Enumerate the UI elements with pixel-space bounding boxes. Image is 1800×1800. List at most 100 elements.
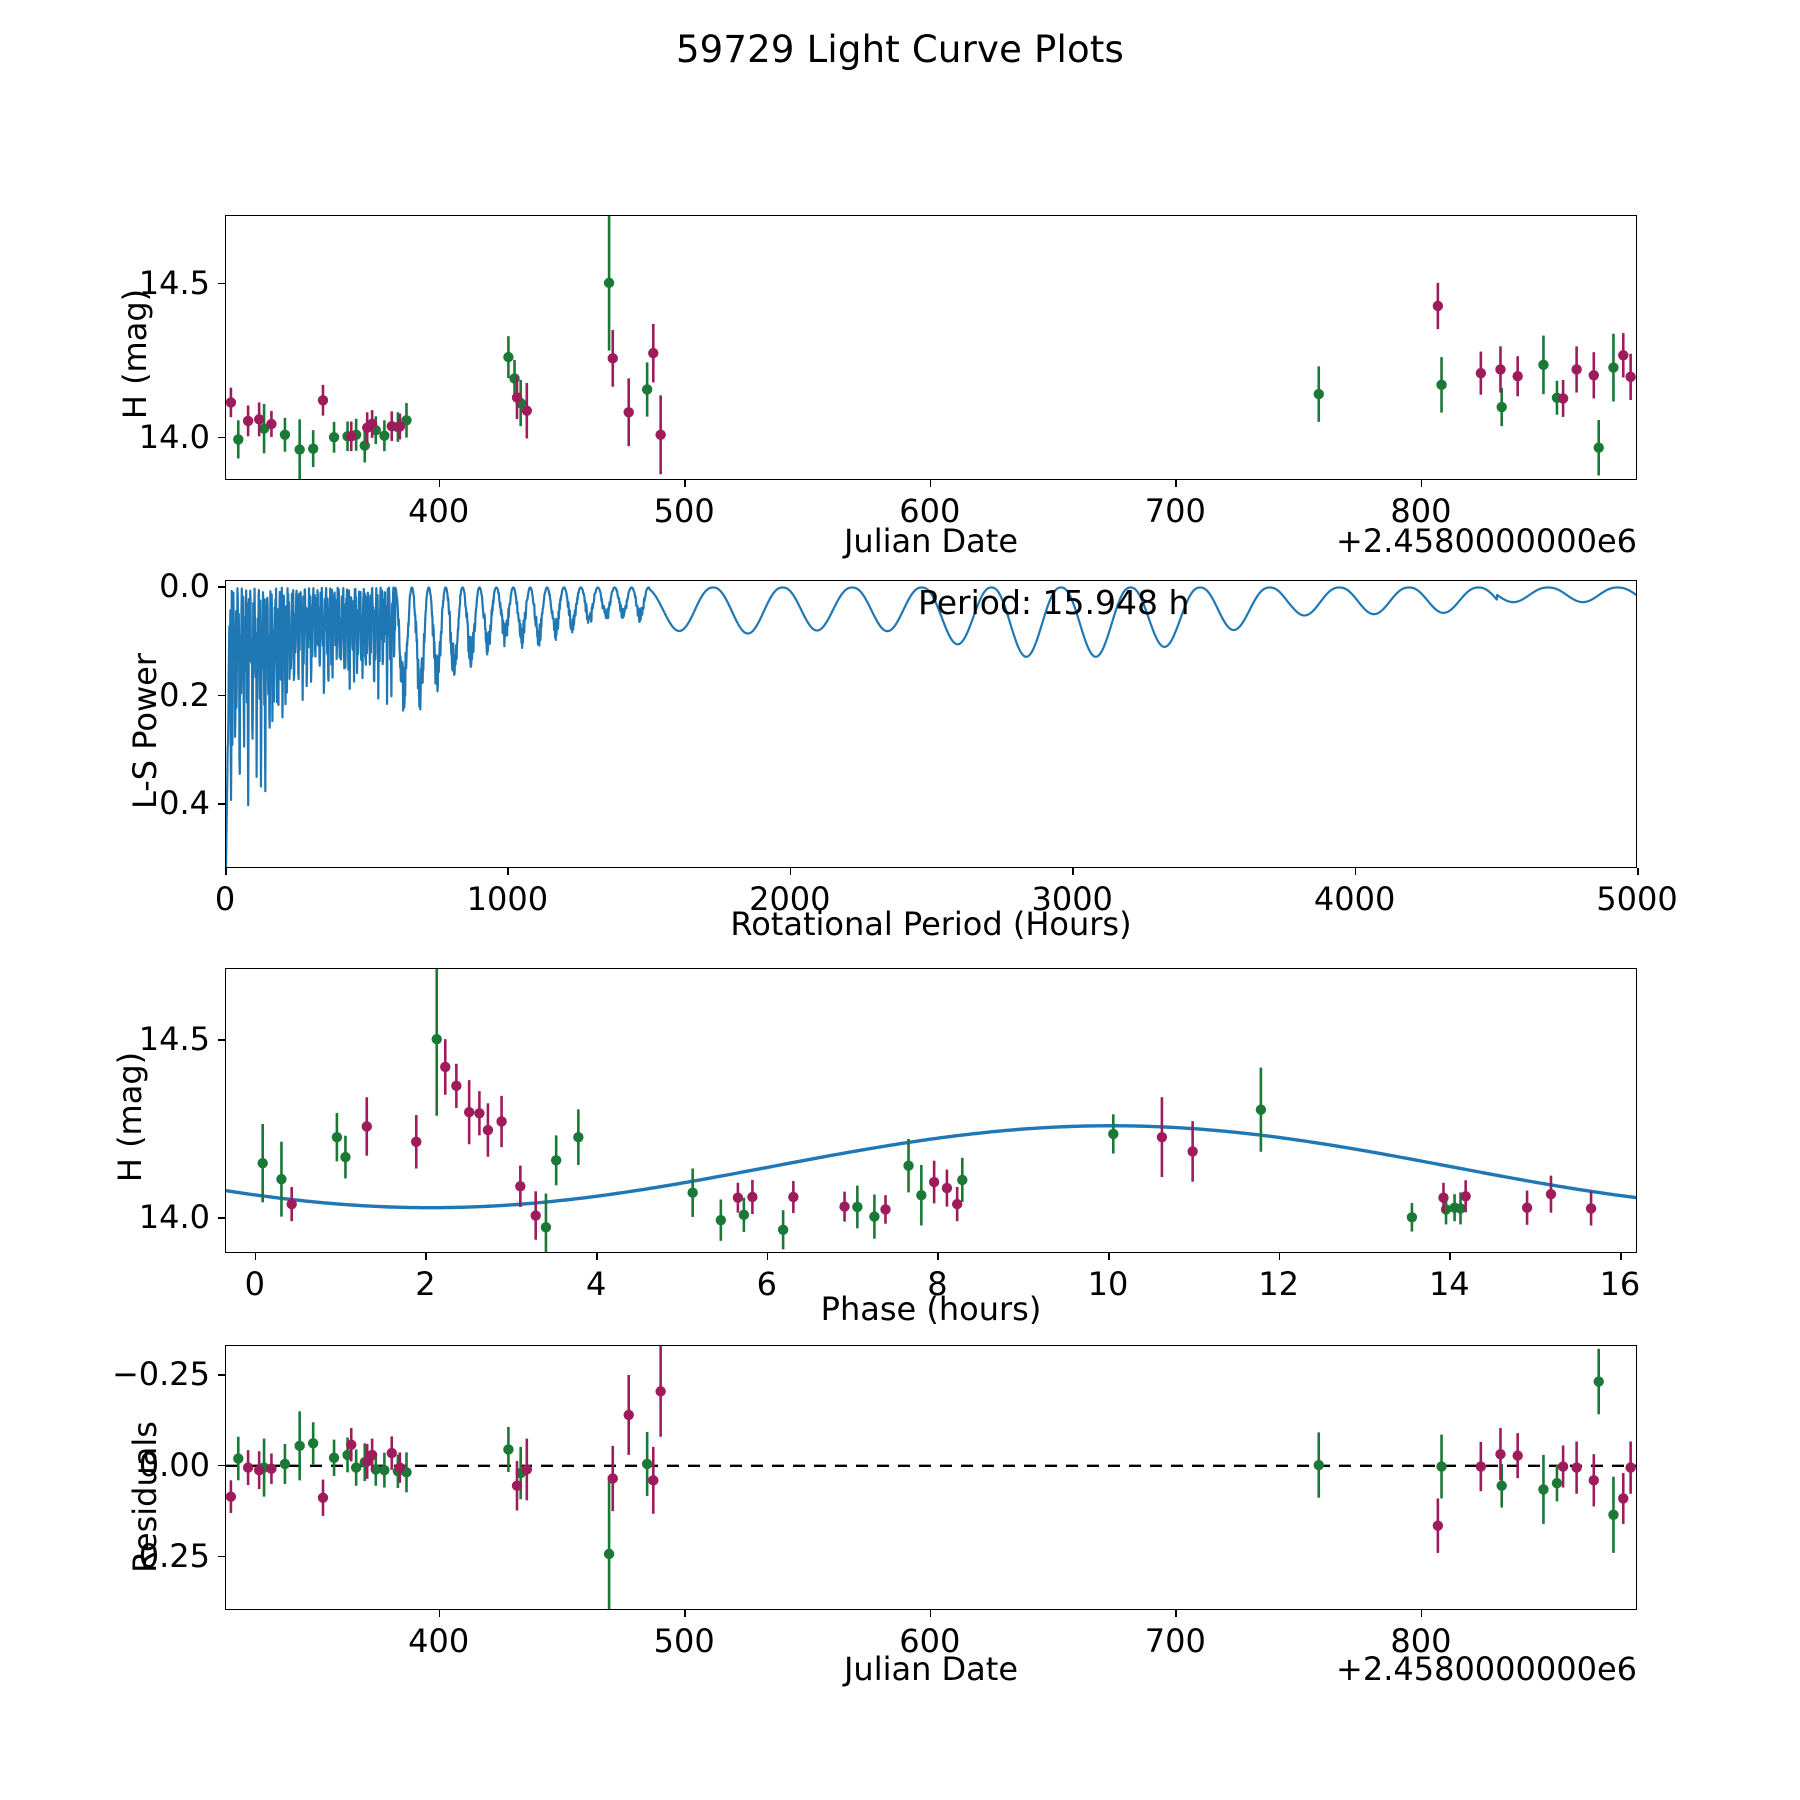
data-point-marker	[317, 1492, 329, 1503]
data-point-marker	[286, 1198, 297, 1210]
x-tick-label: 700	[1144, 492, 1206, 530]
x-tick-label: 400	[408, 1622, 470, 1660]
data-point-marker	[1436, 1461, 1447, 1472]
data-point-marker	[233, 1453, 244, 1464]
data-point-marker	[732, 1192, 744, 1203]
x-tick-mark	[766, 1253, 769, 1260]
x-tick-mark	[1420, 480, 1423, 487]
x-tick-label: 6	[756, 1265, 777, 1303]
data-point-marker	[440, 1061, 451, 1073]
x-tick-label: 500	[653, 1622, 715, 1660]
data-point-marker	[603, 1548, 615, 1560]
data-point-marker	[641, 384, 653, 395]
data-point-marker	[777, 1224, 789, 1235]
data-point-marker	[1557, 393, 1569, 404]
x-tick-mark	[1637, 868, 1639, 875]
data-point-marker	[1588, 1475, 1599, 1486]
data-point-marker	[957, 1174, 968, 1186]
data-point-marker	[266, 1463, 277, 1474]
data-point-marker	[266, 418, 277, 430]
y-tick-label: 0.25	[138, 1536, 210, 1575]
phase-folded-plot-area	[226, 969, 1636, 1252]
data-point-marker	[1512, 371, 1523, 382]
x-tick-mark	[596, 1253, 598, 1260]
x-tick-mark	[438, 1610, 441, 1617]
x-tick-label: 0	[214, 880, 236, 918]
x-tick-label: 600	[899, 1622, 961, 1660]
x-tick-mark	[1354, 868, 1357, 875]
data-point-marker	[253, 1464, 265, 1476]
data-point-marker	[1538, 359, 1549, 371]
data-point-marker	[307, 1438, 319, 1449]
data-point-marker	[346, 1439, 357, 1450]
data-point-marker	[738, 1209, 750, 1221]
data-point-marker	[1455, 1203, 1466, 1214]
data-point-marker	[503, 1444, 514, 1455]
x-tick-mark	[1619, 1253, 1622, 1260]
data-point-marker	[511, 1480, 523, 1491]
data-point-marker	[279, 1458, 291, 1470]
data-point-marker	[623, 1409, 634, 1421]
data-point-marker	[1618, 1493, 1629, 1504]
data-point-marker	[540, 1222, 552, 1233]
y-tick-mark	[218, 1555, 225, 1558]
data-point-marker	[328, 1452, 340, 1464]
data-point-marker	[1496, 401, 1507, 413]
data-point-marker	[482, 1124, 494, 1136]
data-point-marker	[1585, 1203, 1597, 1214]
x-tick-mark	[684, 480, 686, 487]
y-tick-label: 0.2	[159, 675, 210, 714]
data-point-marker	[788, 1191, 799, 1203]
data-point-marker	[226, 1491, 237, 1502]
data-point-marker	[386, 1447, 397, 1459]
data-point-marker	[1618, 350, 1629, 361]
x-tick-label: 14	[1428, 1265, 1470, 1303]
y-tick-label: 14.0	[138, 1198, 210, 1237]
axis-offset-label-1: +2.4580000000e6	[1336, 522, 1637, 560]
data-point-marker	[1495, 1448, 1506, 1460]
y-tick-label: 14.5	[138, 1020, 210, 1059]
data-series-magenta	[286, 1039, 1597, 1240]
data-point-marker	[573, 1131, 584, 1143]
data-point-marker	[1608, 1509, 1619, 1521]
panel-light-curve	[225, 215, 1637, 480]
x-tick-label: 3000	[1031, 880, 1113, 918]
data-point-marker	[346, 431, 357, 442]
data-point-marker	[317, 395, 329, 406]
y-tick-mark	[218, 282, 225, 285]
data-point-marker	[257, 1157, 268, 1169]
x-tick-mark	[438, 480, 441, 487]
data-point-marker	[1593, 1376, 1604, 1387]
data-point-marker	[1551, 1478, 1563, 1489]
data-point-marker	[386, 420, 397, 432]
data-series-magenta	[226, 1346, 1636, 1553]
data-point-marker	[226, 397, 237, 408]
data-point-marker	[550, 1155, 562, 1166]
data-point-marker	[242, 1462, 254, 1473]
data-point-marker	[623, 407, 634, 418]
axis-label-rotational-period: Rotational Period (Hours)	[730, 905, 1132, 943]
data-point-marker	[366, 1449, 378, 1461]
data-point-marker	[350, 1462, 362, 1473]
y-tick-mark	[218, 1217, 225, 1219]
data-point-marker	[839, 1201, 850, 1212]
data-series-green	[233, 1348, 1619, 1609]
data-point-marker	[747, 1191, 758, 1203]
y-tick-label: 0.00	[138, 1445, 210, 1484]
data-point-marker	[951, 1198, 963, 1210]
data-point-marker	[1571, 1462, 1582, 1473]
x-tick-label: 12	[1258, 1265, 1300, 1303]
data-point-marker	[496, 1116, 507, 1127]
data-point-marker	[1625, 371, 1636, 383]
x-tick-mark	[684, 1610, 686, 1617]
axis-label-julian-date-2: Julian Date	[843, 1650, 1019, 1688]
data-point-marker	[1495, 364, 1506, 375]
panel-phase-folded	[225, 968, 1637, 1253]
y-tick-mark	[218, 586, 225, 589]
x-tick-label: 5000	[1596, 880, 1678, 918]
x-tick-label: 4000	[1313, 880, 1396, 918]
data-point-marker	[607, 353, 618, 364]
x-tick-label: 2	[415, 1265, 436, 1303]
data-point-marker	[1571, 364, 1582, 375]
x-tick-label: 600	[899, 492, 961, 530]
